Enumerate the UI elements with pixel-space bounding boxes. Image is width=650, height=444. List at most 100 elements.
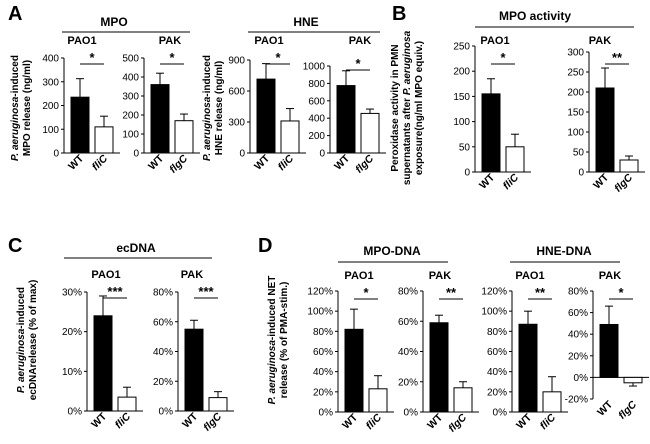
y-tick-label: 0 bbox=[53, 149, 59, 160]
strain-label: PAK bbox=[589, 35, 611, 47]
bar-wt bbox=[150, 84, 170, 154]
bar-flic bbox=[280, 120, 300, 154]
subplot-ecdna-pak: PAK 0% 20% 40% 60% 80% WT flgC *** bbox=[153, 269, 234, 434]
subplot-mpo-pak: PAK 0 100 200 300 400 500 WT flgC * bbox=[122, 35, 200, 176]
y-tick-label: 20% bbox=[568, 351, 588, 362]
x-category-label: WT bbox=[252, 152, 272, 172]
x-category-label: WT bbox=[425, 411, 445, 431]
y-tick-label: 300 bbox=[567, 48, 584, 59]
y-tick-label: 0% bbox=[159, 407, 174, 418]
significance-marker: ** bbox=[535, 285, 546, 300]
y-tick-label: 80% bbox=[313, 327, 333, 338]
significance-marker: * bbox=[169, 50, 175, 65]
y-tick-label: 30% bbox=[62, 288, 82, 299]
x-category-label: fliC bbox=[276, 152, 297, 173]
y-tick-label: 40% bbox=[568, 330, 588, 341]
y-tick-label: 0% bbox=[404, 408, 419, 419]
bar-wt bbox=[184, 328, 204, 412]
y-tick-label: 100% bbox=[307, 307, 333, 318]
x-category-label: fliC bbox=[90, 152, 111, 173]
y-tick-label: 80% bbox=[568, 287, 588, 298]
panel-letter-b: B bbox=[392, 3, 406, 25]
y-tick-label: 40% bbox=[487, 367, 507, 378]
y-tick-label: 0% bbox=[319, 408, 334, 419]
y-tick-label: 50 bbox=[573, 148, 585, 159]
y-tick-label: 150 bbox=[453, 92, 470, 103]
bar-wt bbox=[481, 93, 501, 173]
y-tick-label: 60% bbox=[313, 347, 333, 358]
y-tick-label: 200 bbox=[453, 67, 470, 78]
y-tick-label: 500 bbox=[122, 54, 139, 65]
x-category-label: flgC bbox=[167, 152, 190, 175]
y-tick-label: 60% bbox=[398, 317, 418, 328]
y-tick-label: 20% bbox=[398, 377, 418, 388]
y-tick-label: 900 bbox=[228, 56, 245, 67]
y-tick-label: 250 bbox=[567, 68, 584, 79]
y-axis-label-line: P. aeruginosa-induced bbox=[16, 287, 27, 393]
bar-flgc bbox=[623, 376, 643, 384]
strain-label: PAK bbox=[599, 270, 621, 282]
bar-wt bbox=[256, 78, 276, 154]
significance-marker: *** bbox=[107, 284, 123, 299]
bar-wt bbox=[429, 322, 449, 413]
significance-marker: * bbox=[618, 285, 624, 300]
bar-wt bbox=[70, 96, 90, 154]
y-tick-label: 0% bbox=[68, 407, 83, 418]
y-tick-label: 200 bbox=[42, 101, 59, 112]
y-tick-label: 0 bbox=[464, 168, 470, 179]
strain-label: PAO1 bbox=[344, 270, 373, 282]
strain-label: PAK bbox=[349, 35, 371, 47]
y-axis-label-line: P. aeruginosa-induced NET bbox=[267, 276, 278, 405]
y-tick-label: 0 bbox=[239, 149, 245, 160]
subplot-mpo-activity-pao1: PAO1 0 50 100 150 200 250 WT fliC * bbox=[453, 35, 531, 192]
significance-marker: ** bbox=[612, 50, 623, 65]
significance-marker: * bbox=[89, 50, 95, 65]
strain-label: PAO1 bbox=[515, 270, 544, 282]
bar-wt bbox=[518, 323, 538, 413]
bar-flic bbox=[505, 146, 525, 173]
bar-wt bbox=[595, 87, 615, 173]
y-tick-label: 100 bbox=[567, 128, 584, 139]
significance-marker: * bbox=[500, 50, 506, 65]
y-tick-label: 100 bbox=[42, 125, 59, 136]
y-tick-label: -20% bbox=[565, 395, 588, 406]
y-tick-label: 300 bbox=[122, 92, 139, 103]
significance-marker: ** bbox=[446, 285, 457, 300]
x-category-label: WT bbox=[66, 152, 86, 172]
y-tick-label: 250 bbox=[453, 42, 470, 53]
subplot-hne-pao1: PAO1 0 300 600 900 WT fliC * bbox=[228, 35, 306, 173]
y-tick-label: 200 bbox=[308, 131, 325, 142]
x-category-label: flgC bbox=[612, 171, 635, 194]
strain-label: PAK bbox=[429, 270, 451, 282]
y-tick-label: 60% bbox=[568, 308, 588, 319]
y-axis-label-hne-release: P. aeruginosa-induced HNE release (ng/ml) bbox=[202, 55, 225, 161]
y-tick-label: 300 bbox=[228, 118, 245, 129]
x-category-label: flgC bbox=[446, 411, 469, 434]
bar-flic bbox=[368, 388, 388, 413]
y-tick-label: 80% bbox=[398, 287, 418, 298]
bar-flgc bbox=[360, 112, 380, 154]
y-tick-label: 400 bbox=[122, 73, 139, 84]
x-category-label: WT bbox=[477, 171, 497, 191]
y-tick-label: 300 bbox=[42, 77, 59, 88]
panel-letter-d: D bbox=[258, 235, 272, 257]
strain-label: PAK bbox=[159, 35, 181, 47]
significance-marker: * bbox=[363, 285, 369, 300]
y-tick-label: 20% bbox=[62, 327, 82, 338]
x-category-label: fliC bbox=[501, 171, 522, 192]
bar-wt bbox=[344, 328, 364, 413]
subplot-mpo-pao1: PAO1 0 100 200 300 400 WT fliC * bbox=[42, 35, 120, 173]
y-tick-label: 0 bbox=[133, 149, 139, 160]
y-tick-label: 0% bbox=[493, 408, 508, 419]
y-tick-label: 60% bbox=[153, 317, 173, 328]
subplot-hne-dna-pao1: PAO1 0% 20% 40% 60% 80% 100% 120% WT fliC ** bbox=[481, 270, 568, 432]
y-axis-label-line: HNE release (ng/ml) bbox=[214, 61, 225, 155]
x-category-label: WT bbox=[340, 411, 360, 431]
group-title-mpo-activity: MPO activity bbox=[499, 9, 571, 23]
y-tick-label: 120% bbox=[481, 287, 507, 298]
y-tick-label: 200 bbox=[567, 88, 584, 99]
subplot-ecdna-pao1: PAO1 0% 10% 20% 30% WT fliC *** bbox=[62, 269, 143, 431]
bar-flgc bbox=[453, 387, 473, 413]
y-tick-label: 400 bbox=[42, 54, 59, 65]
x-category-label: WT bbox=[591, 171, 611, 191]
